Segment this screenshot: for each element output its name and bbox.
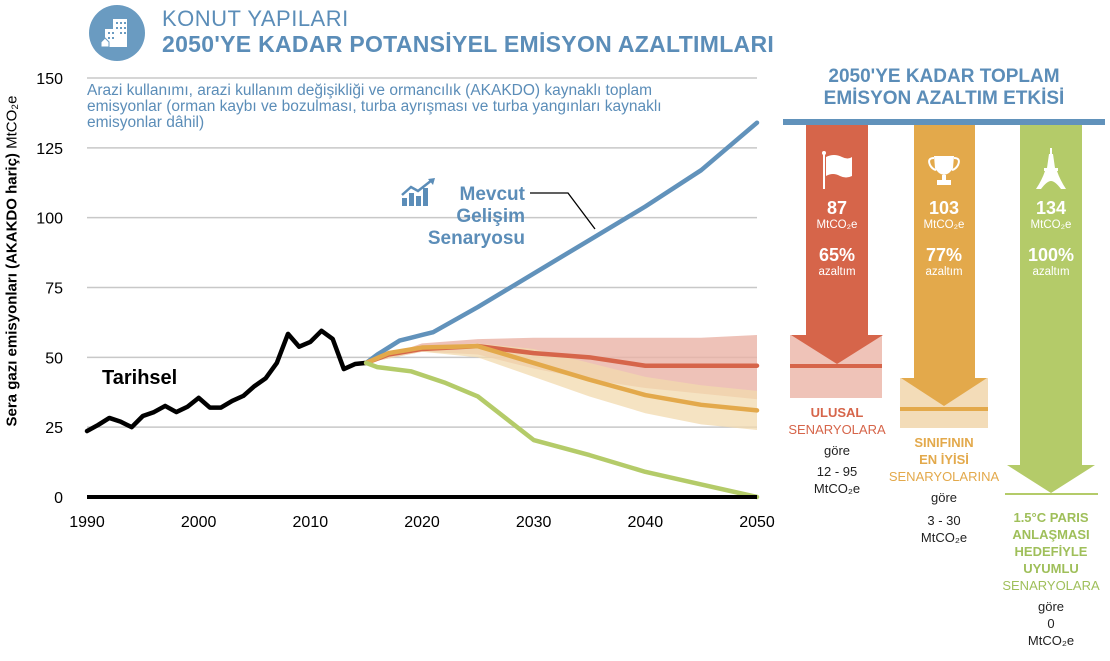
national-reduction-unit: MtCO₂e [816, 219, 858, 231]
paris-arrow [1007, 125, 1095, 493]
page-title: 2050'YE KADAR POTANSİYEL EMİSYON AZALTIM… [162, 31, 775, 57]
best-in-class-target-line [900, 407, 988, 411]
trophy-icon [928, 156, 960, 185]
paris-reduction-percent: 100% [1027, 245, 1075, 265]
growth-chart-icon [401, 178, 435, 206]
paris-reduction-value: 134 [1035, 198, 1067, 218]
national-gore: göre [823, 443, 851, 458]
best-in-class-reduction-unit: MtCO₂e [923, 219, 965, 231]
chart-note: Arazi kullanımı, arazi kullanım değişikl… [87, 82, 662, 131]
best-in-class-reduction-percent: 77% [925, 245, 963, 265]
x-tick-label: 2020 [404, 514, 440, 531]
flag-icon [822, 151, 852, 189]
paris-scenario-bold-3: HEDEFİYLE [1014, 544, 1088, 559]
best-in-class-range: 3 - 30 [927, 513, 961, 528]
paris-caption: 1.5°C PARIS ANLAŞMASI HEDEFİYLE UYUMLU S… [986, 509, 1110, 649]
series-line-orange [363, 343, 760, 413]
paris-reduction-label: azaltım [1032, 266, 1070, 278]
national-scenario-bold: ULUSAL [810, 405, 864, 420]
best-in-class-reduction-label: azaltım [925, 266, 963, 278]
y-tick-label: 0 [54, 490, 63, 507]
bau-label-line3: Senaryosu [427, 228, 525, 249]
summary-divider [783, 119, 1105, 125]
y-tick-label: 125 [36, 141, 63, 158]
bau-callout-line [530, 192, 596, 230]
summary-title-line2: EMİSYON AZALTIM ETKİSİ [823, 88, 1065, 109]
x-tick-label: 1990 [69, 514, 105, 531]
best-in-class-gore: göre [930, 490, 958, 505]
paris-values: 134 MtCO₂e 100% azaltım [996, 198, 1106, 278]
paris-scenario: SENARYOLARA [1002, 578, 1100, 593]
paris-scenario-bold-4: UYUMLU [1023, 561, 1079, 576]
range-band-1 [366, 343, 757, 430]
historical-label: Tarihsel [102, 367, 178, 389]
national-values: 87 MtCO₂e 65% azaltım [782, 198, 892, 278]
national-scenario: SENARYOLARA [788, 422, 886, 437]
x-tick-label: 2040 [628, 514, 664, 531]
paris-target-line [1005, 493, 1098, 495]
national-reduction-percent: 65% [818, 245, 856, 265]
x-tick-label: 2000 [181, 514, 217, 531]
y-tick-label: 75 [45, 281, 63, 298]
series-line-green [363, 360, 760, 500]
paris-reduction-unit: MtCO₂e [1030, 219, 1072, 231]
paris-range: 0 [1047, 616, 1055, 631]
paris-scenario-bold-1: 1.5°C PARIS [1013, 510, 1089, 525]
best-in-class-scenario-bold-2: EN İYİSİ [919, 452, 969, 467]
y-tick-label: 150 [36, 71, 63, 88]
emissions-line-chart: 0 25 50 75 100 125 150 1990 2000 2010 2020 2030 2040… [36, 71, 775, 531]
paris-gore: göre [1037, 599, 1065, 614]
y-tick-label: 25 [45, 420, 63, 437]
best-in-class-arrow [901, 125, 987, 406]
national-reduction-value: 87 [826, 198, 848, 218]
best-in-class-reduction-value: 103 [928, 198, 960, 218]
national-caption: ULUSAL SENARYOLARA göre 12 - 95 MtCO₂e [772, 404, 902, 497]
national-reduction-label: azaltım [818, 266, 856, 278]
buildings-icon [89, 5, 145, 61]
bau-label-line1: Mevcut [459, 184, 525, 205]
national-target-line [790, 364, 882, 368]
series-line-black [84, 328, 369, 434]
national-range: 12 - 95 [816, 464, 858, 479]
series-line-blue [363, 120, 760, 366]
bau-scenario-label: Mevcut Gelişim Senaryosu [400, 178, 525, 250]
x-tick-label: 2030 [516, 514, 552, 531]
best-in-class-scenario-bold-1: SINIFININ [914, 435, 974, 450]
national-arrow [791, 125, 883, 364]
x-tick-label: 2010 [293, 514, 329, 531]
best-in-class-range-unit: MtCO₂e [920, 530, 968, 545]
eiffel-tower-icon [1036, 148, 1066, 189]
summary-title: 2050'YE KADAR TOPLAM EMİSYON AZALTIM ETK… [783, 66, 1105, 110]
best-in-class-scenario: SENARYOLARINA [888, 469, 1000, 484]
paris-range-unit: MtCO₂e [1027, 633, 1075, 648]
best-in-class-caption: SINIFININ EN İYİSİ SENARYOLARINA göre 3 … [879, 434, 1009, 546]
national-range-unit: MtCO₂e [813, 481, 861, 496]
bau-label-line2: Gelişim [456, 206, 525, 227]
summary-title-line1: 2050'YE KADAR TOPLAM [828, 66, 1060, 87]
category-title: KONUT YAPILARI [162, 6, 349, 31]
best-in-class-values: 103 MtCO₂e 77% azaltım [889, 198, 999, 278]
paris-scenario-bold-2: ANLAŞMASI [1012, 527, 1090, 542]
y-tick-label: 50 [45, 350, 63, 367]
x-tick-label: 2050 [739, 514, 775, 531]
y-tick-label: 100 [36, 211, 63, 228]
